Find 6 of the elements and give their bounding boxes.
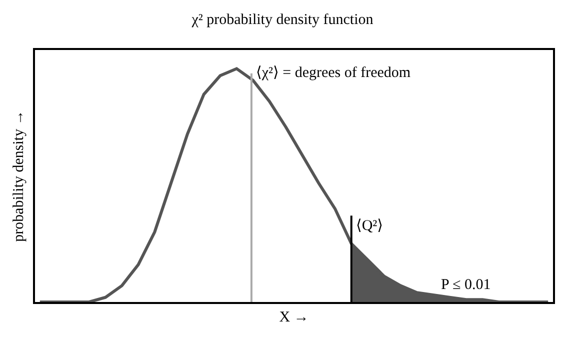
- x-axis-title: X →: [279, 310, 309, 326]
- annotation: ⟨χ²⟩ = degrees of freedom: [256, 65, 411, 81]
- annotation: ⟨Q²⟩: [356, 218, 384, 234]
- chart-title: χ² probability density function: [190, 12, 374, 28]
- y-axis-title: probability density →: [11, 110, 27, 242]
- annotation: P ≤ 0.01: [441, 277, 491, 293]
